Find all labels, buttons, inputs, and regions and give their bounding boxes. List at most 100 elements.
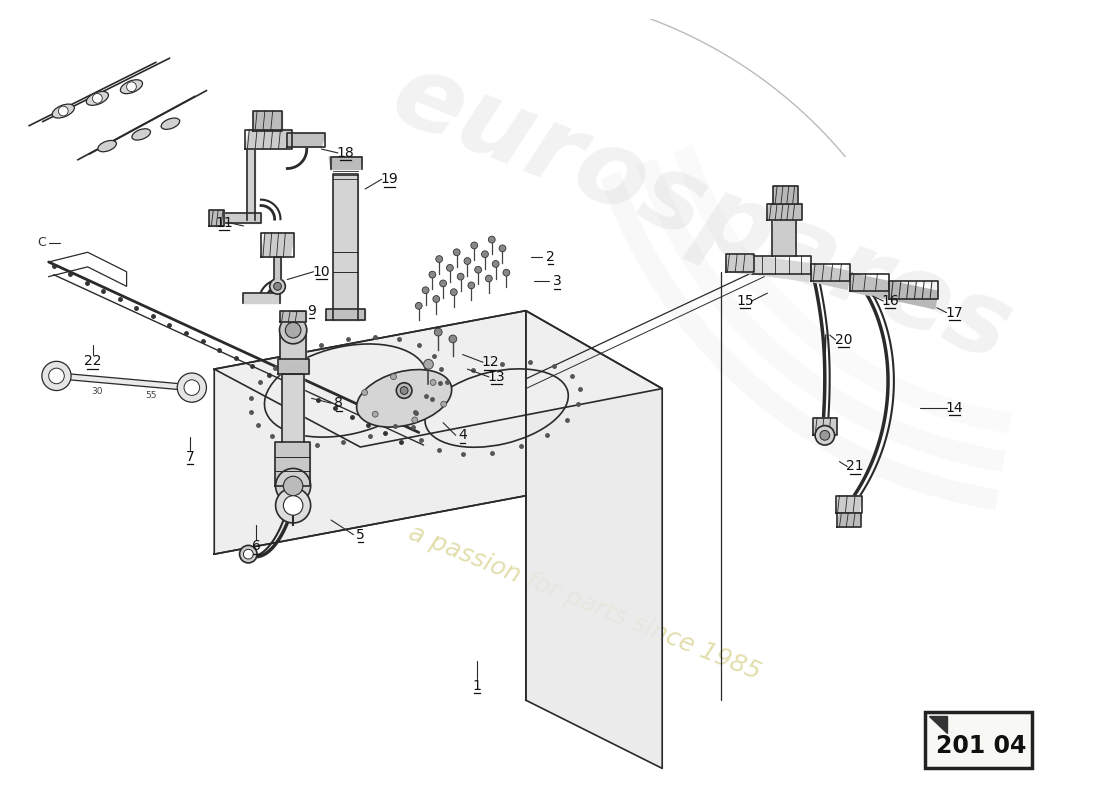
Polygon shape xyxy=(224,214,261,223)
Circle shape xyxy=(820,430,829,440)
Circle shape xyxy=(411,417,418,423)
Polygon shape xyxy=(274,257,282,278)
Text: 5: 5 xyxy=(356,528,365,542)
Circle shape xyxy=(274,282,282,290)
Text: 21: 21 xyxy=(846,459,864,474)
Text: 55: 55 xyxy=(145,391,156,400)
Text: a passion for parts since 1985: a passion for parts since 1985 xyxy=(405,521,763,685)
Circle shape xyxy=(433,295,440,302)
Ellipse shape xyxy=(52,104,75,118)
Circle shape xyxy=(485,275,493,282)
Text: 13: 13 xyxy=(487,370,506,384)
Polygon shape xyxy=(245,130,293,149)
Circle shape xyxy=(434,328,442,336)
Polygon shape xyxy=(209,210,224,226)
Circle shape xyxy=(503,270,509,276)
Ellipse shape xyxy=(86,91,109,106)
Circle shape xyxy=(493,261,499,267)
Polygon shape xyxy=(836,496,861,514)
Circle shape xyxy=(58,106,68,116)
Polygon shape xyxy=(280,310,306,322)
Polygon shape xyxy=(768,203,802,220)
Circle shape xyxy=(276,469,310,503)
Text: 19: 19 xyxy=(381,172,398,186)
Text: 6: 6 xyxy=(252,539,261,554)
Circle shape xyxy=(429,271,436,278)
Circle shape xyxy=(184,380,199,395)
Circle shape xyxy=(126,82,136,91)
Polygon shape xyxy=(214,310,662,447)
Circle shape xyxy=(285,322,301,338)
Polygon shape xyxy=(773,186,798,203)
Circle shape xyxy=(447,265,453,271)
Text: 22: 22 xyxy=(84,354,101,368)
Circle shape xyxy=(276,488,310,523)
Polygon shape xyxy=(253,111,283,130)
Polygon shape xyxy=(248,145,255,220)
Circle shape xyxy=(471,242,477,249)
Circle shape xyxy=(436,256,442,262)
Circle shape xyxy=(453,249,460,256)
Text: eurospares: eurospares xyxy=(377,43,1025,383)
Text: 3: 3 xyxy=(552,274,561,289)
Circle shape xyxy=(468,282,475,289)
Polygon shape xyxy=(930,716,947,734)
Text: 20: 20 xyxy=(835,333,852,347)
Text: C: C xyxy=(37,236,46,249)
Circle shape xyxy=(416,302,422,310)
Circle shape xyxy=(42,362,72,390)
Text: 16: 16 xyxy=(881,294,899,308)
Text: 11: 11 xyxy=(216,216,233,230)
Circle shape xyxy=(815,426,835,445)
Text: 15: 15 xyxy=(736,294,754,308)
Ellipse shape xyxy=(356,370,452,427)
Circle shape xyxy=(270,278,285,294)
Polygon shape xyxy=(837,514,861,527)
Text: 4: 4 xyxy=(459,428,466,442)
Polygon shape xyxy=(772,218,795,256)
Circle shape xyxy=(464,258,471,265)
Polygon shape xyxy=(751,256,811,282)
Text: 2: 2 xyxy=(546,250,554,264)
Text: 9: 9 xyxy=(307,304,316,318)
Circle shape xyxy=(458,273,464,280)
Circle shape xyxy=(422,287,429,294)
Circle shape xyxy=(441,402,447,407)
Circle shape xyxy=(279,317,307,344)
Circle shape xyxy=(430,379,436,386)
Polygon shape xyxy=(327,309,365,321)
Text: 14: 14 xyxy=(946,401,964,415)
Circle shape xyxy=(372,411,378,417)
Circle shape xyxy=(499,245,506,252)
Circle shape xyxy=(450,289,458,295)
Text: 10: 10 xyxy=(312,265,330,278)
Text: 17: 17 xyxy=(946,306,964,320)
Text: 201 04: 201 04 xyxy=(936,734,1026,758)
Polygon shape xyxy=(280,330,306,359)
Polygon shape xyxy=(811,264,850,290)
Circle shape xyxy=(92,94,102,103)
Circle shape xyxy=(400,386,408,394)
Circle shape xyxy=(240,546,257,563)
Polygon shape xyxy=(726,254,754,274)
Ellipse shape xyxy=(161,118,179,130)
Circle shape xyxy=(424,359,433,369)
Polygon shape xyxy=(261,233,294,257)
Polygon shape xyxy=(214,310,526,554)
Ellipse shape xyxy=(132,129,151,140)
Circle shape xyxy=(362,390,367,395)
Circle shape xyxy=(449,335,456,343)
Polygon shape xyxy=(275,442,310,486)
Polygon shape xyxy=(850,274,889,299)
Polygon shape xyxy=(813,418,837,435)
Circle shape xyxy=(482,250,488,258)
Circle shape xyxy=(475,266,482,273)
Text: 7: 7 xyxy=(186,450,195,464)
Circle shape xyxy=(284,496,302,515)
Polygon shape xyxy=(333,174,359,321)
Circle shape xyxy=(396,382,411,398)
Circle shape xyxy=(243,550,253,559)
Circle shape xyxy=(440,280,447,287)
Circle shape xyxy=(48,368,64,384)
Bar xyxy=(925,712,1032,768)
